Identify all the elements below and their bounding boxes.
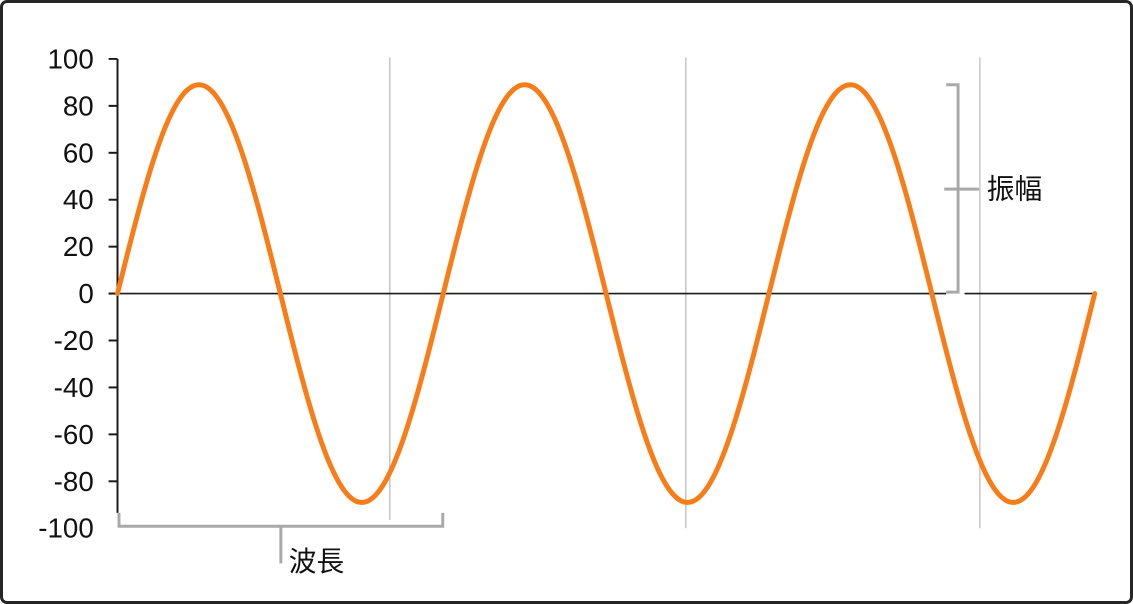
sine-curve [115,82,1098,505]
halo-stroke [112,512,450,533]
y-tick-label: 40 [63,184,94,215]
wavelength-bracket [117,512,445,564]
y-tick-label: 0 [78,278,93,309]
y-tick-label: -80 [54,466,94,497]
y-tick-label: 60 [63,137,94,168]
amplitude-label-backplate [980,172,1053,206]
amplitude-label: 振幅 [987,174,1042,205]
sine-wave-chart: 100 80 60 40 20 0 -20 -40 -60 -80 -100 波長 振幅 [38,43,1098,577]
wavelength-label: 波長 [289,546,344,577]
y-axis-tick-labels: 100 80 60 40 20 0 -20 -40 -60 -80 -100 [38,43,93,543]
amplitude-bracket [944,83,979,294]
y-tick-label: 20 [63,231,94,262]
annotation-halo [112,78,1053,564]
y-tick-label: -60 [54,419,94,450]
y-tick-label: 100 [47,43,93,74]
y-tick-label: 80 [63,90,94,121]
y-tick-label: -100 [38,513,93,544]
y-tick-label: -40 [54,372,94,403]
y-axis-ticks [108,57,118,483]
y-tick-label: -20 [54,325,94,356]
